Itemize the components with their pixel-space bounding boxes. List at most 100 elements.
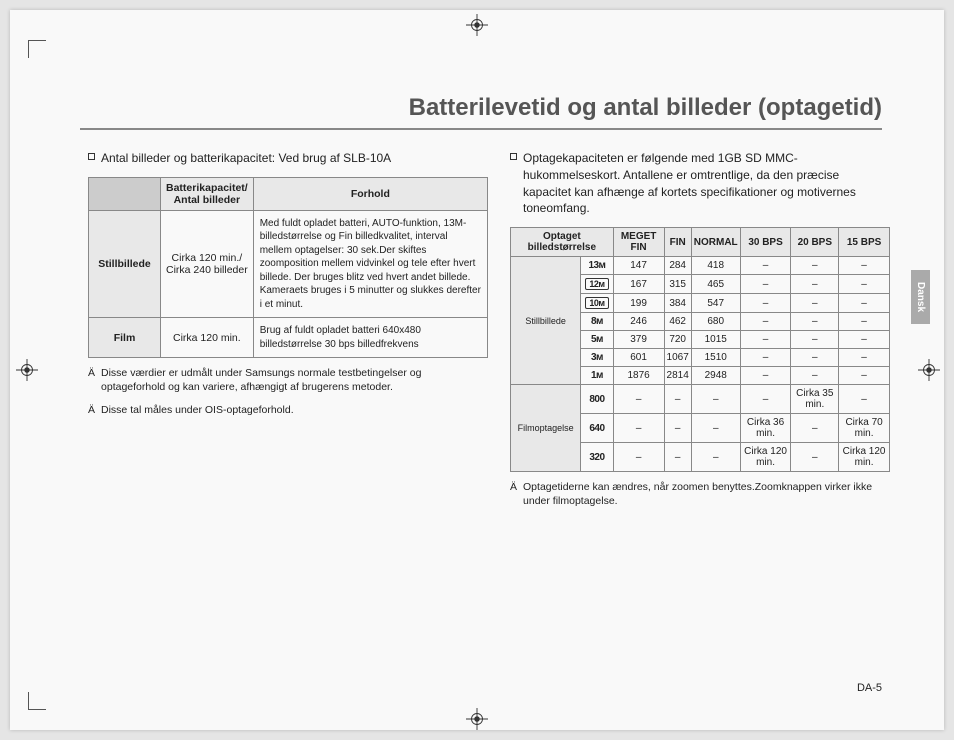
page-title: Batterilevetid og antal billeder (optage… xyxy=(409,94,882,122)
cell: – xyxy=(691,443,740,472)
size-icon: 13м xyxy=(581,257,613,275)
cell: – xyxy=(613,385,664,414)
cell: 2948 xyxy=(691,367,740,385)
size-icon: 320 xyxy=(581,443,613,472)
t1-r0-cond: Med fuldt opladet batteri, AUTO-funktion… xyxy=(253,210,487,318)
group-film: Filmoptagelse xyxy=(511,385,581,472)
cell: Cirka 120 min. xyxy=(839,443,890,472)
t2-h2: MEGET FIN xyxy=(613,228,664,257)
left-heading: Antal billeder og batterikapacitet: Ved … xyxy=(101,150,391,167)
t1-r0-label: Stillbillede xyxy=(89,210,161,318)
cell: – xyxy=(839,385,890,414)
cell: 379 xyxy=(613,331,664,349)
cell: – xyxy=(691,385,740,414)
t1-h2: Forhold xyxy=(253,177,487,210)
size-icon: 640 xyxy=(581,414,613,443)
cell: 246 xyxy=(613,313,664,331)
cell: 167 xyxy=(613,275,664,294)
cell: – xyxy=(839,349,890,367)
cell: 601 xyxy=(613,349,664,367)
cell: – xyxy=(613,414,664,443)
t2-h6: 20 BPS xyxy=(791,228,839,257)
left-footnote-2: ÄDisse tal måles under OIS-optageforhold… xyxy=(88,403,488,417)
cell: – xyxy=(791,294,839,313)
cell: 462 xyxy=(664,313,691,331)
cell: – xyxy=(839,275,890,294)
size-icon: 1м xyxy=(581,367,613,385)
capacity-table: Optaget billedstørrelse MEGET FIN FIN NO… xyxy=(510,227,890,472)
cell: – xyxy=(740,367,791,385)
cell: 418 xyxy=(691,257,740,275)
cell: Cirka 70 min. xyxy=(839,414,890,443)
cell: – xyxy=(839,331,890,349)
cell: – xyxy=(740,349,791,367)
column-right: Optagekapaciteten er følgende med 1GB SD… xyxy=(510,150,890,509)
t1-r1-label: Film xyxy=(89,318,161,358)
cell: – xyxy=(839,313,890,331)
bullet-square-icon xyxy=(510,153,517,160)
cell: – xyxy=(839,367,890,385)
cell: Cirka 36 min. xyxy=(740,414,791,443)
t1-r1-cond: Brug af fuldt opladet batteri 640x480 bi… xyxy=(253,318,487,358)
registration-mark-top xyxy=(466,14,488,36)
page-container: Dansk Batterilevetid og antal billeder (… xyxy=(10,10,944,730)
cell: – xyxy=(613,443,664,472)
t2-h7: 15 BPS xyxy=(839,228,890,257)
registration-mark-right xyxy=(918,359,940,381)
left-footnote-1: ÄDisse værdier er udmålt under Samsungs … xyxy=(88,366,488,394)
cell: – xyxy=(839,257,890,275)
cell: – xyxy=(691,414,740,443)
cell: – xyxy=(791,275,839,294)
title-rule xyxy=(80,128,882,130)
cell: – xyxy=(791,414,839,443)
size-icon: 12м xyxy=(581,275,613,294)
cell: – xyxy=(791,331,839,349)
language-tab: Dansk xyxy=(911,270,930,324)
t2-h4: NORMAL xyxy=(691,228,740,257)
cell: 1876 xyxy=(613,367,664,385)
size-icon: 10м xyxy=(581,294,613,313)
cell: 2814 xyxy=(664,367,691,385)
cell: 284 xyxy=(664,257,691,275)
cell: 1015 xyxy=(691,331,740,349)
cell: – xyxy=(791,443,839,472)
cell: 720 xyxy=(664,331,691,349)
cell: Cirka 120 min. xyxy=(740,443,791,472)
cell: – xyxy=(740,294,791,313)
t1-r1-cap: Cirka 120 min. xyxy=(161,318,254,358)
t2-h0: Optaget billedstørrelse xyxy=(511,228,614,257)
cell: – xyxy=(791,349,839,367)
t2-h5: 30 BPS xyxy=(740,228,791,257)
t1-r0-cap: Cirka 120 min./ Cirka 240 billeder xyxy=(161,210,254,318)
group-still: Stillbillede xyxy=(511,257,581,385)
cell: 199 xyxy=(613,294,664,313)
t2-h3: FIN xyxy=(664,228,691,257)
size-icon: 8м xyxy=(581,313,613,331)
cell: – xyxy=(740,313,791,331)
cell: – xyxy=(839,294,890,313)
size-icon: 3м xyxy=(581,349,613,367)
size-icon: 5м xyxy=(581,331,613,349)
t1-h1: Batterikapacitet/ Antal billeder xyxy=(161,177,254,210)
battery-table: Batterikapacitet/ Antal billeder Forhold… xyxy=(88,177,488,359)
cell: 147 xyxy=(613,257,664,275)
cell: Cirka 35 min. xyxy=(791,385,839,414)
cell: – xyxy=(791,367,839,385)
cell: – xyxy=(664,414,691,443)
crop-mark-bl xyxy=(28,692,46,710)
registration-mark-left xyxy=(16,359,38,381)
cell: 547 xyxy=(691,294,740,313)
cell: – xyxy=(664,385,691,414)
page-number: DA-5 xyxy=(857,682,882,694)
size-icon: 800 xyxy=(581,385,613,414)
crop-mark-tl xyxy=(28,40,46,58)
cell: 1067 xyxy=(664,349,691,367)
right-footnote: ÄOptagetiderne kan ændres, når zoomen be… xyxy=(510,480,890,508)
cell: 1510 xyxy=(691,349,740,367)
cell: – xyxy=(740,275,791,294)
cell: – xyxy=(740,385,791,414)
cell: – xyxy=(791,313,839,331)
cell: – xyxy=(740,257,791,275)
registration-mark-bottom xyxy=(466,708,488,730)
bullet-square-icon xyxy=(88,153,95,160)
